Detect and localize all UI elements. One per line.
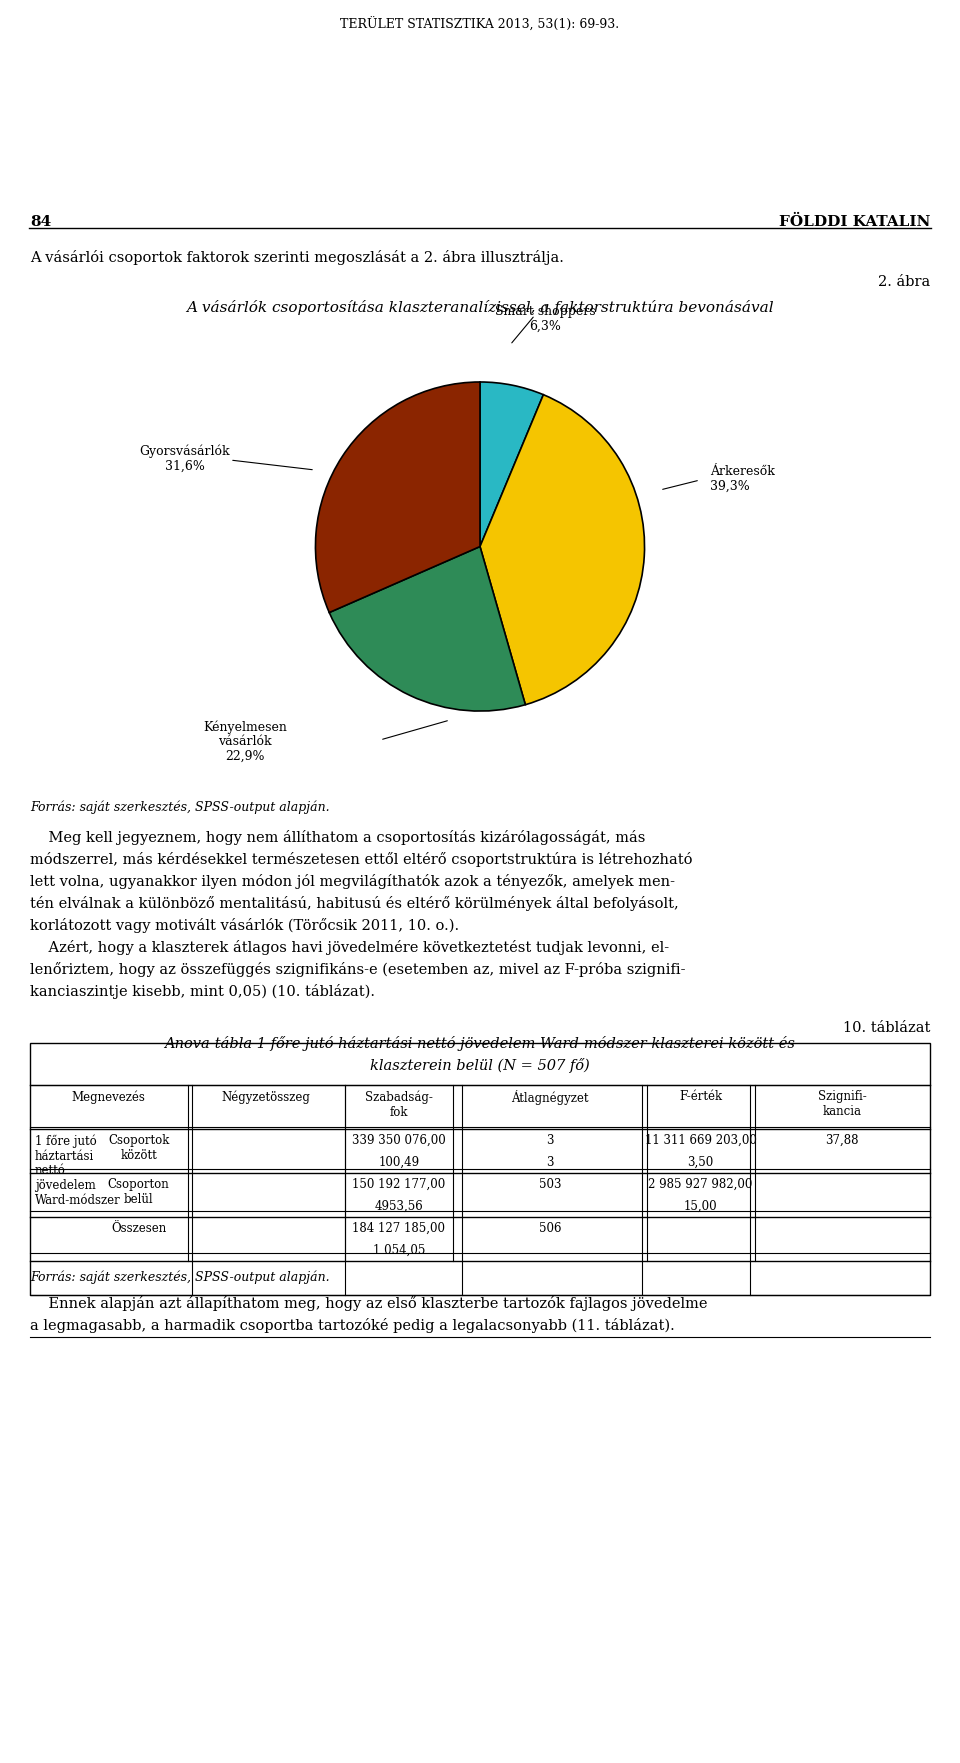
- Text: Összesen: Összesen: [111, 1222, 166, 1236]
- Text: F-érték: F-érték: [679, 1090, 722, 1104]
- Text: Forrás: saját szerkesztés, SPSS-output alapján.: Forrás: saját szerkesztés, SPSS-output a…: [30, 1271, 329, 1285]
- Text: 6,3%: 6,3%: [529, 321, 561, 333]
- Text: TERÜLET STATISZTIKA 2013, 53(1): 69-93.: TERÜLET STATISZTIKA 2013, 53(1): 69-93.: [341, 18, 619, 32]
- Text: Ennek alapján azt állapíthatom meg, hogy az első klaszterbe tartozók fajlagos jö: Ennek alapján azt állapíthatom meg, hogy…: [30, 1296, 708, 1312]
- Text: Átlagnégyzet: Átlagnégyzet: [511, 1090, 588, 1105]
- Text: lenőriztem, hogy az összefüggés szignifikáns-e (esetemben az, mivel az F-próba s: lenőriztem, hogy az összefüggés szignifi…: [30, 963, 685, 977]
- Text: 100,49: 100,49: [378, 1157, 420, 1169]
- Text: 1 054,05: 1 054,05: [372, 1245, 425, 1257]
- Text: 22,9%: 22,9%: [226, 749, 265, 763]
- Text: 150 192 177,00: 150 192 177,00: [352, 1178, 445, 1192]
- Text: Meg kell jegyeznem, hogy nem állíthatom a csoportosítás kizárólagosságát, más: Meg kell jegyeznem, hogy nem állíthatom …: [30, 830, 645, 844]
- Wedge shape: [316, 383, 480, 612]
- Text: Azért, hogy a klaszterek átlagos havi jövedelmére következtetést tudjak levonni,: Azért, hogy a klaszterek átlagos havi jö…: [30, 940, 669, 956]
- Text: Forrás: saját szerkesztés, SPSS-output alapján.: Forrás: saját szerkesztés, SPSS-output a…: [30, 800, 329, 813]
- Text: lett volna, ugyanakkor ilyen módon jól megvilágíthatók azok a tényezők, amelyek : lett volna, ugyanakkor ilyen módon jól m…: [30, 874, 675, 889]
- Text: Szignifi-
kancia: Szignifi- kancia: [818, 1090, 867, 1118]
- Text: 339 350 076,00: 339 350 076,00: [352, 1134, 445, 1148]
- Text: kanciaszintje kisebb, mint 0,05) (10. táblázat).: kanciaszintje kisebb, mint 0,05) (10. tá…: [30, 984, 375, 1000]
- Text: 31,6%: 31,6%: [165, 460, 204, 472]
- Text: 184 127 185,00: 184 127 185,00: [352, 1222, 445, 1236]
- Text: vásárlók: vásárlók: [218, 735, 272, 748]
- Text: 3: 3: [546, 1157, 554, 1169]
- Text: 84: 84: [30, 215, 51, 229]
- Text: Szabadság-
fok: Szabadság- fok: [365, 1090, 433, 1118]
- Text: korlátozott vagy motivált vásárlók (Törőcsik 2011, 10. o.).: korlátozott vagy motivált vásárlók (Törő…: [30, 919, 459, 933]
- Text: 15,00: 15,00: [684, 1201, 717, 1213]
- Text: 11 311 669 203,00: 11 311 669 203,00: [644, 1134, 756, 1148]
- Text: 3,50: 3,50: [687, 1157, 713, 1169]
- Text: A vásárlói csoportok faktorok szerinti megoszlását a 2. ábra illusztrálja.: A vásárlói csoportok faktorok szerinti m…: [30, 250, 564, 264]
- Text: 10. táblázat: 10. táblázat: [843, 1021, 930, 1035]
- Text: módszerrel, más kérdésekkel természetesen ettől eltérő csoportstruktúra is létre: módszerrel, más kérdésekkel természetese…: [30, 852, 692, 867]
- Text: Anova-tábla 1 főre jutó háztartási nettó jövedelem Ward-módszer klaszterei közöt: Anova-tábla 1 főre jutó háztartási nettó…: [164, 1037, 796, 1051]
- Text: 506: 506: [539, 1222, 561, 1236]
- Wedge shape: [480, 383, 543, 547]
- Text: Négyzetösszeg: Négyzetösszeg: [222, 1090, 311, 1104]
- Text: 503: 503: [539, 1178, 561, 1192]
- Text: Árkeresők: Árkeresők: [710, 465, 775, 478]
- Text: 4953,56: 4953,56: [374, 1201, 423, 1213]
- Text: 1 főre jutó
háztartási
nettó
jövedelem
Ward-módszer: 1 főre jutó háztartási nettó jövedelem W…: [35, 1134, 121, 1208]
- Text: 37,88: 37,88: [826, 1134, 859, 1148]
- Text: a legmagasabb, a harmadik csoportba tartozóké pedig a legalacsonyabb (11. tábláz: a legmagasabb, a harmadik csoportba tart…: [30, 1319, 675, 1333]
- Text: 2. ábra: 2. ábra: [877, 275, 930, 289]
- Text: FÖLDDI KATALIN: FÖLDDI KATALIN: [779, 215, 930, 229]
- Text: Csoportok
között: Csoportok között: [108, 1134, 169, 1162]
- Wedge shape: [329, 547, 525, 710]
- Text: tén elválnak a különböző mentalitású, habitusú és eltérő körülmények által befol: tén elválnak a különböző mentalitású, ha…: [30, 896, 679, 911]
- Text: Kényelmesen: Kényelmesen: [204, 719, 287, 733]
- Text: 2 985 927 982,00: 2 985 927 982,00: [648, 1178, 753, 1192]
- Text: Csoporton
belül: Csoporton belül: [108, 1178, 170, 1206]
- Text: 39,3%: 39,3%: [710, 480, 750, 494]
- Text: 3: 3: [546, 1134, 554, 1148]
- Text: Gyorsvásárlók: Gyorsvásárlók: [140, 444, 230, 458]
- Text: Smart shoppers: Smart shoppers: [494, 305, 595, 317]
- Text: Megnevezés: Megnevezés: [72, 1090, 146, 1104]
- Wedge shape: [480, 395, 644, 705]
- Text: A vásárlók csoportosítása klaszteranalízissel, a faktorstruktúra bevonásával: A vásárlók csoportosítása klaszteranalíz…: [186, 300, 774, 316]
- Text: klaszterein belül (N = 507 fő): klaszterein belül (N = 507 fő): [371, 1058, 589, 1074]
